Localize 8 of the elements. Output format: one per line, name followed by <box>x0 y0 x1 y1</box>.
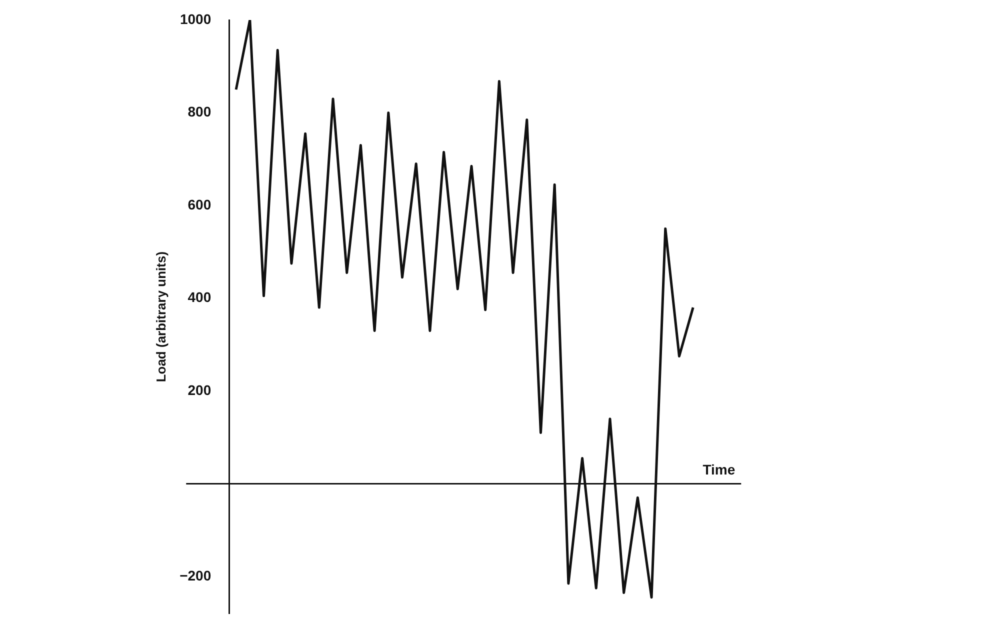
y-axis-title: Load (arbitrary units) <box>153 251 168 382</box>
y-tick-label: 600 <box>188 196 212 212</box>
x-axis-title: Time <box>702 462 736 478</box>
y-tick-label: −200 <box>180 567 212 584</box>
y-tick-label: 400 <box>188 289 212 306</box>
y-tick-label: 800 <box>188 104 212 120</box>
y-tick-label: 200 <box>188 382 212 398</box>
y-tick-label: 1000 <box>180 10 212 27</box>
